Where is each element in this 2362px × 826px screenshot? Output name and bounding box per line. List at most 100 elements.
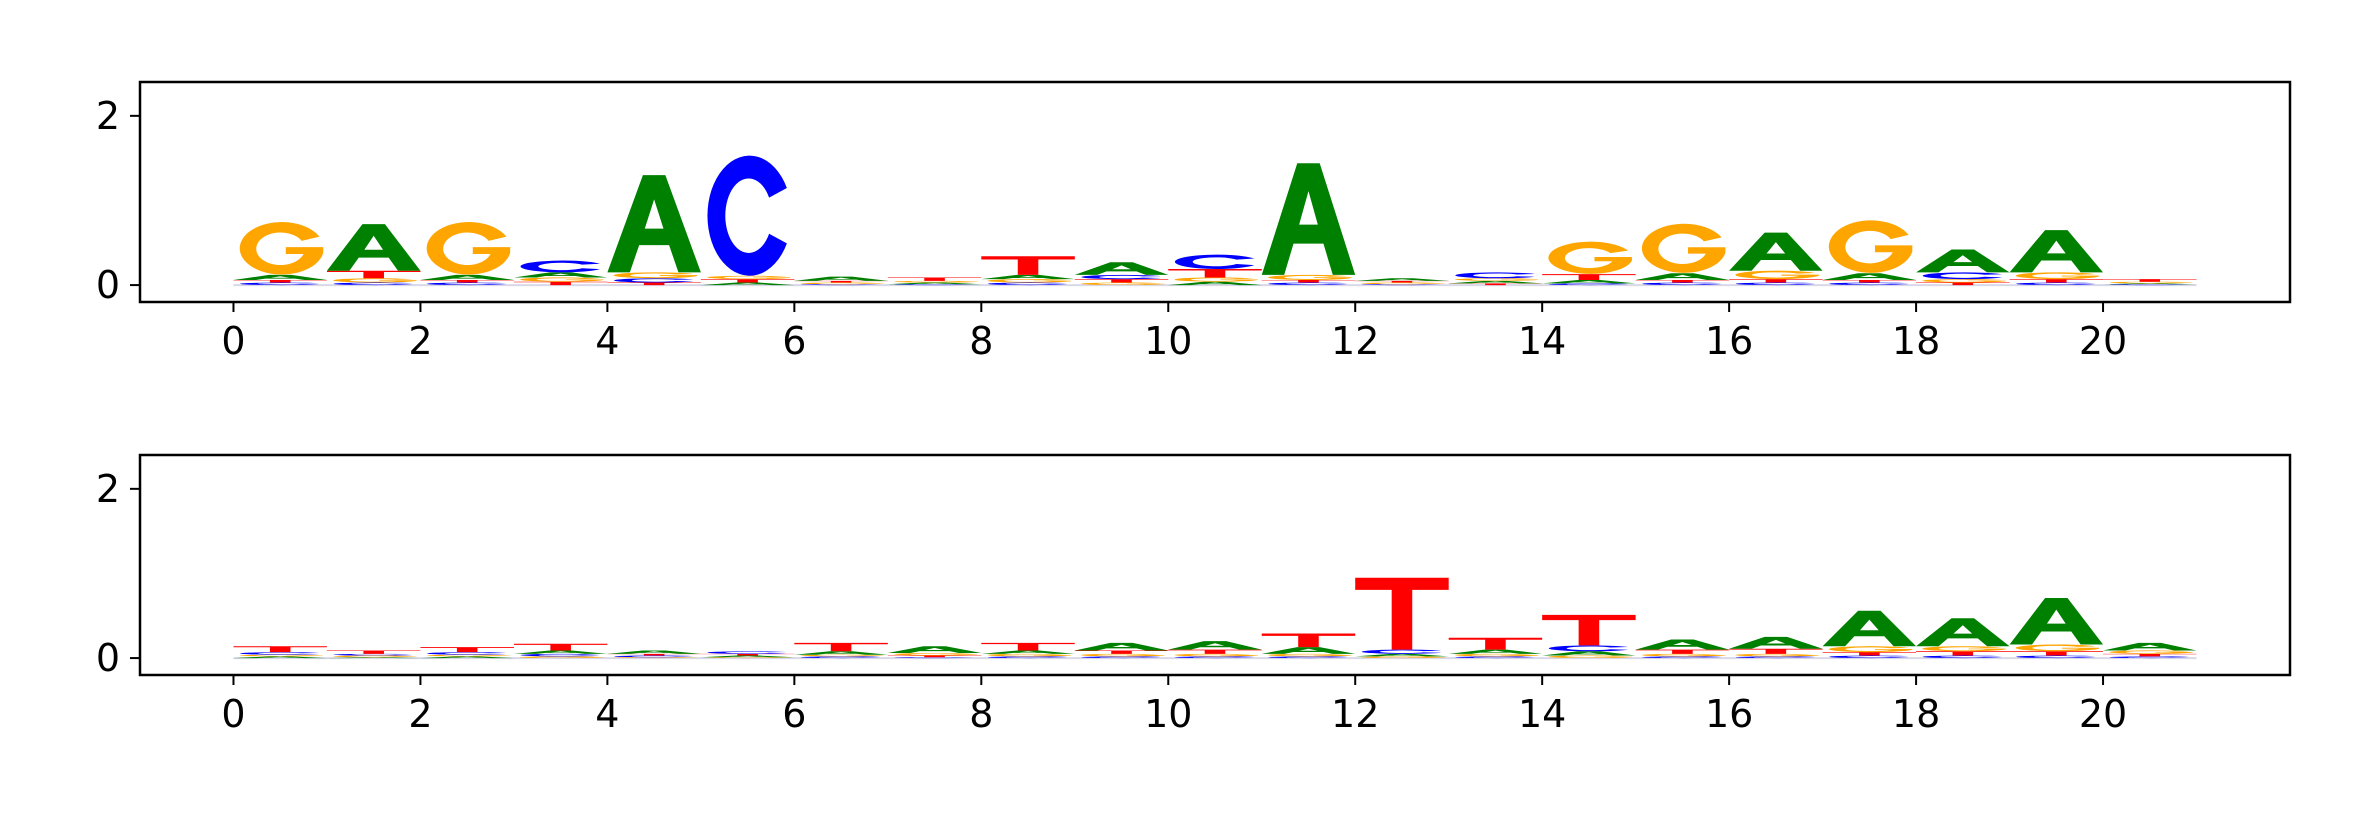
logo-letter-A	[1168, 281, 1262, 286]
x-tick-label: 0	[221, 692, 245, 736]
logo-letter-C	[427, 282, 507, 286]
logo-letter-T	[420, 647, 514, 653]
logo-letter-T	[607, 653, 701, 656]
logo-letter-C	[613, 278, 694, 283]
logo-letter-C	[520, 260, 600, 273]
x-tick-label: 20	[2079, 319, 2127, 363]
logo-letter-T	[1542, 274, 1636, 280]
logo-letter-T	[1074, 279, 1169, 283]
logo-letter-G	[1828, 220, 1913, 273]
logo-letter-T	[607, 282, 701, 286]
logo-letter-G	[894, 652, 978, 656]
logo-letter-T	[1542, 614, 1636, 646]
logo-letter-A	[513, 650, 608, 654]
logo-letter-G	[987, 653, 1072, 657]
logo-letter-C	[1268, 656, 1348, 659]
logo-letter-G	[1174, 277, 1258, 282]
logo-letter-T	[1729, 279, 1823, 283]
logo-letter-C	[1081, 656, 1161, 659]
logo-letter-T	[1822, 280, 1917, 283]
logo-letter-G	[1922, 646, 2006, 652]
logo-letter-T	[1355, 577, 1449, 650]
logo-letter-G	[1828, 646, 1913, 653]
logo-letter-G	[1267, 274, 1352, 280]
logo-letter-C	[1174, 656, 1255, 659]
logo-letter-G	[613, 657, 698, 659]
logo-letter-A	[607, 175, 701, 273]
logo-letter-A	[1729, 232, 1823, 271]
logo-letter-A	[1916, 618, 2010, 647]
logo-letter-C	[2109, 284, 2190, 286]
y-tick-label: 0	[96, 263, 120, 307]
x-tick-label: 18	[1892, 692, 1940, 736]
logo-letter-A	[794, 276, 888, 281]
logo-panel-1: 0 2 4 6 8 10 12 14 16 18 20 0 2	[96, 80, 2292, 363]
logo-letter-C	[1548, 283, 1629, 286]
logo-letter-C	[240, 282, 320, 286]
logo-letter-A	[233, 656, 327, 659]
logo-letter-A	[700, 282, 795, 286]
logo-letter-T	[1168, 269, 1262, 278]
logo-letter-C	[800, 284, 881, 286]
logo-letter-G	[707, 657, 791, 659]
logo-letter-G	[800, 654, 885, 657]
logo-letter-T	[887, 277, 982, 281]
x-tick-label: 14	[1518, 692, 1566, 736]
logo-letter-T	[2009, 279, 2104, 283]
logo-letter-T	[1261, 280, 1356, 283]
logo-letter-C	[707, 155, 787, 276]
x-tick-label: 14	[1518, 319, 1566, 363]
logo-letter-C	[2109, 656, 2190, 659]
x-tick-label: 6	[782, 692, 806, 736]
logo-letter-C	[2016, 655, 2096, 659]
logo-letter-G	[239, 222, 324, 275]
logo-letter-G	[1735, 653, 1819, 657]
logo-letter-A	[1822, 273, 1917, 280]
logo-letter-A	[2103, 283, 2197, 285]
logo-letter-T	[700, 653, 795, 656]
logo-letter-C	[894, 284, 974, 286]
logo-letter-G	[239, 654, 324, 657]
logo-letter-C	[800, 656, 881, 659]
logo-letter-C	[333, 282, 413, 286]
logo-letter-T	[1261, 633, 1356, 648]
logo-letter-A	[513, 272, 608, 278]
logo-letter-A	[420, 656, 514, 659]
logo-letter-A	[326, 224, 421, 271]
logo-letter-T	[2009, 651, 2104, 656]
logo-letter-A	[420, 274, 514, 280]
logo-letter-A	[1635, 639, 1730, 650]
logo-letter-C	[427, 652, 507, 655]
logo-letter-T	[2103, 279, 2197, 282]
logo-letter-A	[326, 657, 421, 659]
x-tick-label: 6	[782, 319, 806, 363]
logo-letter-T	[326, 650, 421, 654]
logo-letter-G	[1267, 653, 1352, 657]
logo-letter-C	[987, 282, 1068, 286]
x-tick-label: 18	[1892, 319, 1940, 363]
logo-letter-G	[894, 280, 978, 283]
logo-letter-C	[333, 653, 413, 656]
logo-letter-C	[240, 652, 320, 655]
logo-letter-T	[420, 280, 514, 283]
logo-letter-G	[1081, 282, 1165, 286]
logo-letter-G	[1641, 653, 1726, 657]
logo-panel-2: 0 2 4 6 8 10 12 14 16 18 20 0 2	[96, 453, 2292, 736]
logo-letter-C	[1829, 655, 1909, 659]
logo-letter-C	[1642, 656, 1722, 659]
x-tick-label: 2	[408, 692, 432, 736]
x-tick-label: 10	[1144, 319, 1192, 363]
logo-letter-G	[1361, 282, 1445, 285]
logo-letter-T	[233, 280, 327, 283]
logo-letter-A	[1261, 647, 1356, 654]
y-tick-label: 0	[96, 636, 120, 680]
logo-letter-A	[2103, 642, 2197, 651]
logo-letter-C	[1829, 282, 1909, 286]
logo-letter-G	[1922, 279, 2006, 283]
logo-letter-A	[2009, 230, 2104, 273]
logo-letter-T	[700, 279, 795, 283]
logo-letter-C	[2016, 282, 2096, 286]
logo-letter-T	[1916, 282, 2010, 286]
